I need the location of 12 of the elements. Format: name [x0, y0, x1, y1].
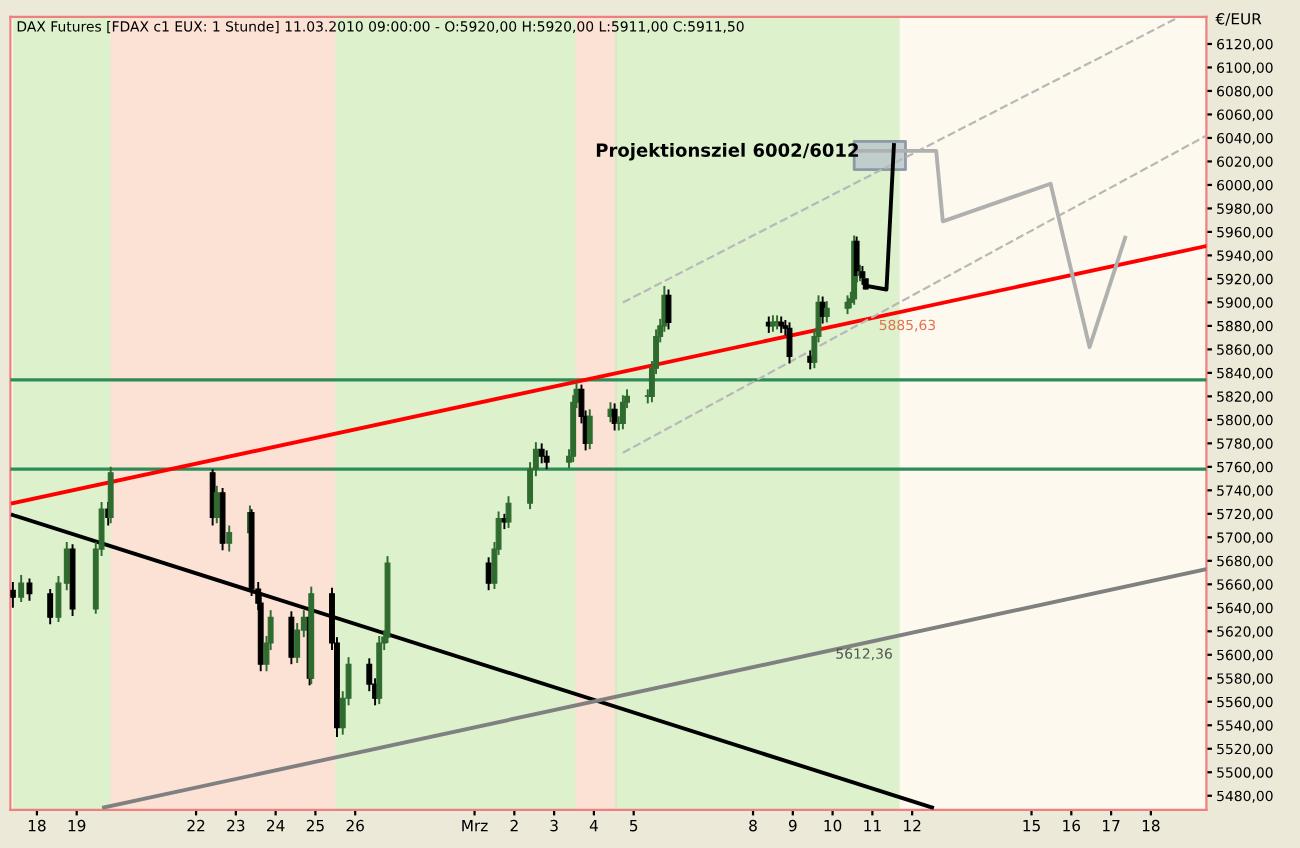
candlestick: [288, 610, 295, 666]
candlestick: [213, 484, 220, 525]
candlestick: [665, 288, 672, 331]
candlestick: [543, 449, 550, 471]
candlestick: [823, 300, 830, 324]
annotation: Projektionsziel 6002/6012: [596, 142, 858, 161]
candlestick: [10, 580, 16, 609]
candlestick: [26, 577, 33, 602]
candlestick: [47, 588, 54, 626]
candlestick: [18, 573, 25, 603]
candlestick: [226, 524, 233, 553]
candlestick: [538, 442, 545, 465]
